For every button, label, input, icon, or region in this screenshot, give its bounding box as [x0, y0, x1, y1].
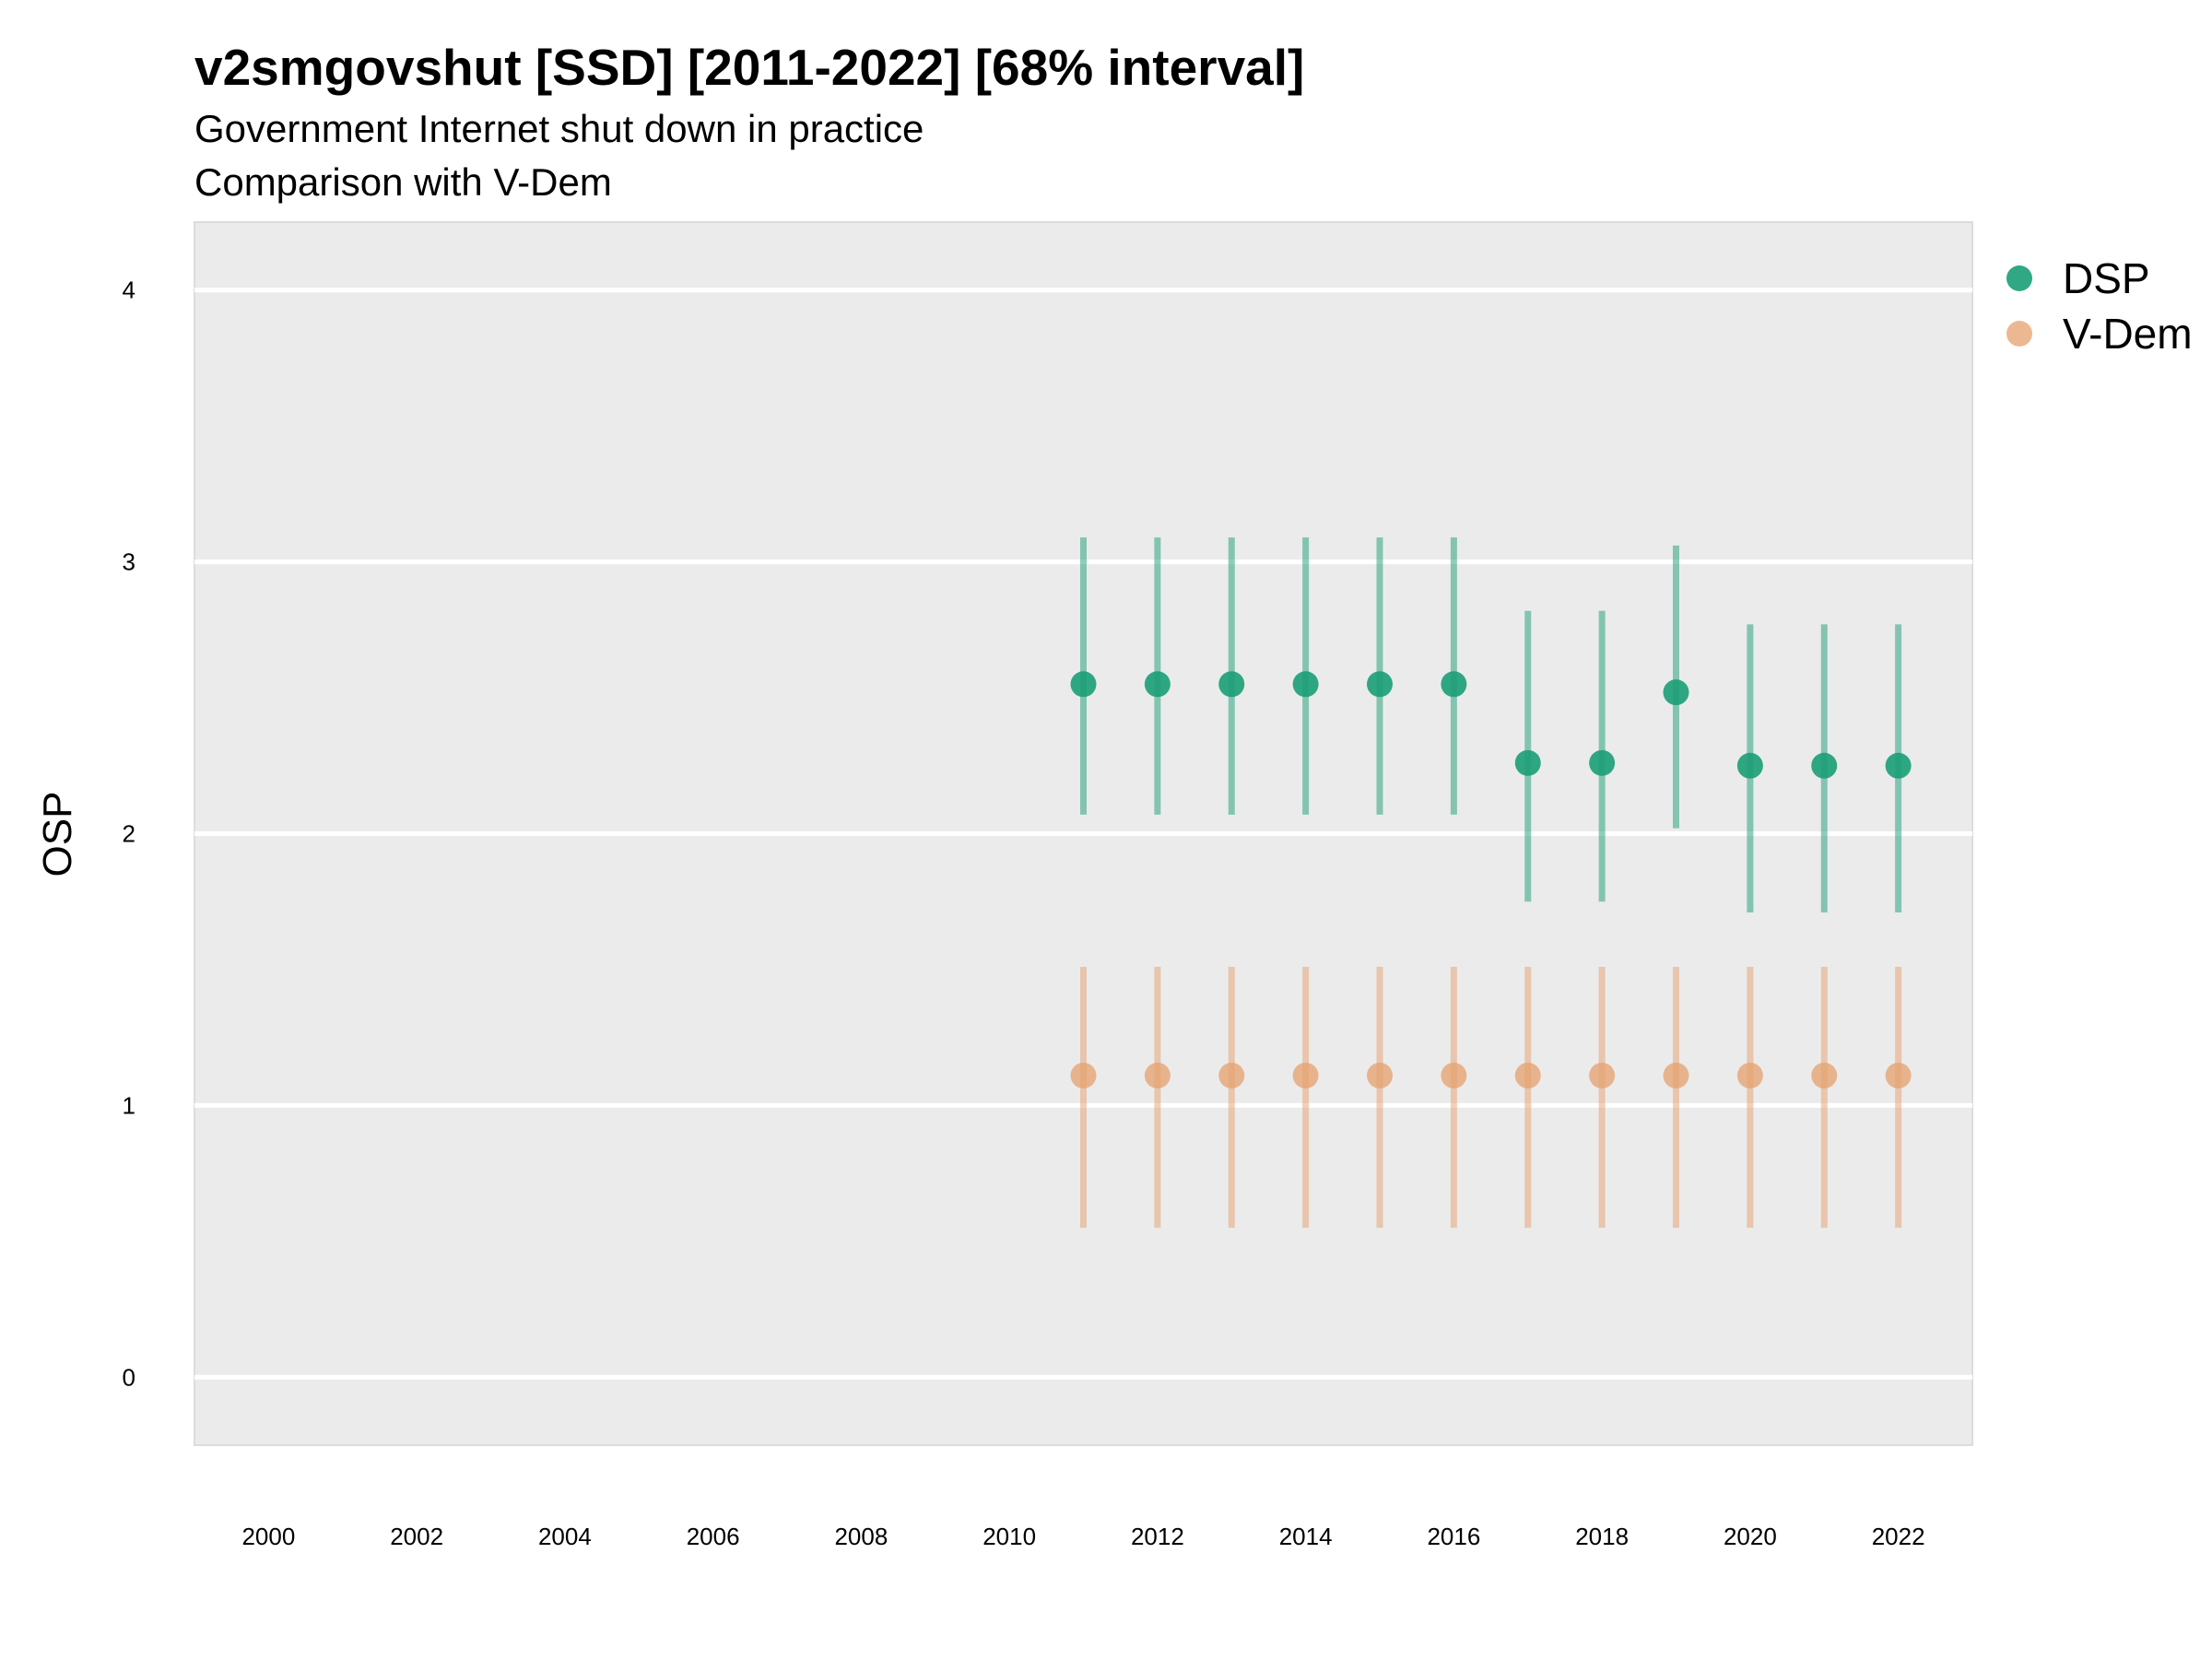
- legend-marker-dsp: [2006, 265, 2032, 291]
- legend-label-dsp: DSP: [2063, 254, 2150, 302]
- data-point: [1441, 671, 1467, 698]
- y-tick-labels: 0 1 2 3 4: [123, 276, 135, 1392]
- data-marks: [1070, 537, 1912, 1229]
- x-tick-label: 2002: [390, 1523, 443, 1550]
- data-point: [1218, 671, 1245, 698]
- x-tick-label: 2020: [1724, 1523, 1777, 1550]
- x-tick-label: 2000: [241, 1523, 295, 1550]
- x-tick-label: 2004: [538, 1523, 592, 1550]
- y-tick-label: 1: [123, 1091, 135, 1119]
- series-dsp: [1070, 537, 1912, 913]
- legend: DSP V-Dem: [2006, 254, 2193, 358]
- x-tick-label: 2008: [834, 1523, 888, 1550]
- x-tick-label: 2012: [1131, 1523, 1184, 1550]
- data-point: [1367, 1062, 1393, 1088]
- data-point: [1514, 749, 1541, 776]
- data-point: [1811, 1062, 1838, 1088]
- data-point: [1663, 1062, 1689, 1088]
- data-point: [1663, 679, 1689, 706]
- y-tick-label: 2: [123, 820, 135, 848]
- data-point: [1885, 1062, 1912, 1088]
- data-point: [1441, 1062, 1467, 1088]
- legend-marker-vdem: [2006, 321, 2032, 347]
- chart-subtitle-line2: Comparison with V-Dem: [194, 160, 612, 204]
- legend-label-vdem: V-Dem: [2063, 310, 2193, 358]
- data-point: [1144, 1062, 1171, 1088]
- x-tick-labels: 2000 2002 2004 2006 2008 2010 2012 2014 2016 2018…: [241, 1523, 1924, 1550]
- data-point: [1292, 671, 1319, 698]
- data-point: [1292, 1062, 1319, 1088]
- y-tick-label: 4: [123, 276, 135, 304]
- chart-subtitle-line1: Government Internet shut down in practic…: [194, 107, 924, 150]
- data-point: [1514, 1062, 1541, 1088]
- data-point: [1736, 1062, 1763, 1088]
- data-point: [1589, 749, 1616, 776]
- data-point: [1736, 752, 1763, 779]
- data-point: [1885, 752, 1912, 779]
- data-point: [1589, 1062, 1616, 1088]
- data-point: [1218, 1062, 1245, 1088]
- chart-title: v2smgovshut [SSD] [2011-2022] [68% inter…: [194, 39, 1304, 96]
- x-tick-label: 2014: [1279, 1523, 1333, 1550]
- y-tick-label: 3: [123, 548, 135, 576]
- data-point: [1811, 752, 1838, 779]
- data-point: [1070, 671, 1097, 698]
- x-tick-label: 2016: [1427, 1523, 1480, 1550]
- data-point: [1367, 671, 1393, 698]
- data-point: [1070, 1062, 1097, 1088]
- x-tick-label: 2010: [982, 1523, 1036, 1550]
- y-axis-label: OSP: [35, 792, 80, 877]
- y-tick-label: 0: [123, 1363, 135, 1391]
- data-point: [1144, 671, 1171, 698]
- series-v-dem: [1070, 966, 1912, 1229]
- x-tick-label: 2018: [1575, 1523, 1629, 1550]
- x-tick-label: 2022: [1872, 1523, 1925, 1550]
- x-tick-label: 2006: [687, 1523, 740, 1550]
